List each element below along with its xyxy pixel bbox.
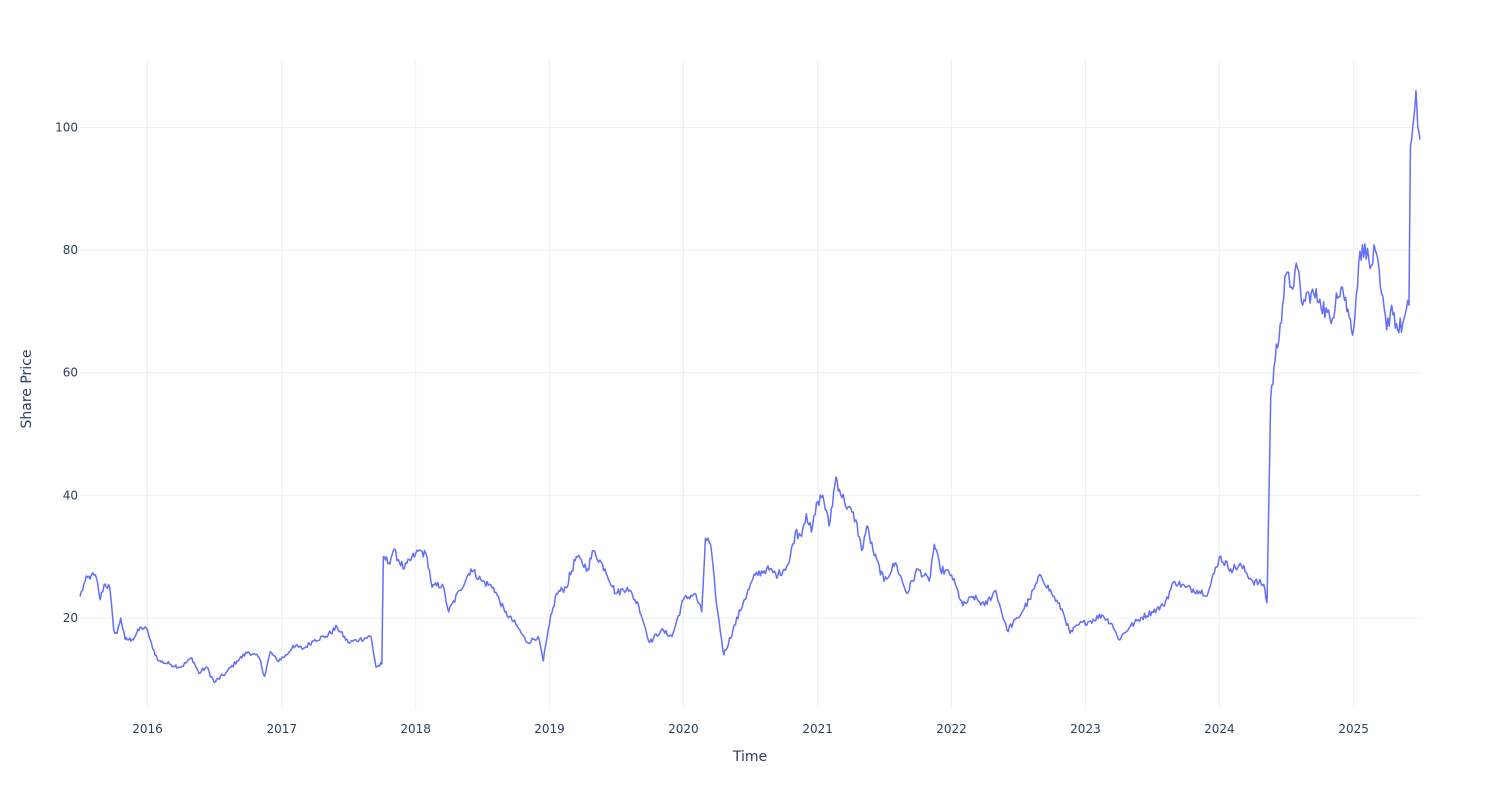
- y-tick-label: 40: [63, 488, 78, 502]
- x-tick-label: 2023: [1070, 722, 1101, 736]
- series-layer: [79, 89, 1421, 684]
- x-tick-label: 2024: [1204, 722, 1235, 736]
- x-tick-label: 2022: [936, 722, 967, 736]
- y-axis-title: Share Price: [19, 349, 35, 428]
- y-tick-label: 100: [55, 120, 78, 134]
- x-tick-label: 2016: [132, 722, 163, 736]
- x-tick-label: 2021: [802, 722, 833, 736]
- y-axis-ticks: 20 40 60 80 100: [55, 120, 78, 625]
- x-tick-label: 2020: [668, 722, 699, 736]
- x-grid: [146, 60, 1355, 710]
- x-tick-label: 2018: [400, 722, 431, 736]
- x-tick-label: 2025: [1338, 722, 1369, 736]
- y-tick-label: 80: [63, 243, 78, 257]
- y-tick-label: 20: [63, 611, 78, 625]
- y-grid: [80, 126, 1420, 619]
- x-axis-title: Time: [732, 749, 767, 765]
- price-series-line: [79, 89, 1421, 684]
- x-axis-ticks: 2016 2017 2018 2019 2020 2021 2022 2023 2024 2025: [132, 722, 1369, 736]
- y-tick-label: 60: [63, 366, 78, 380]
- x-tick-label: 2017: [266, 722, 297, 736]
- x-tick-label: 2019: [534, 722, 565, 736]
